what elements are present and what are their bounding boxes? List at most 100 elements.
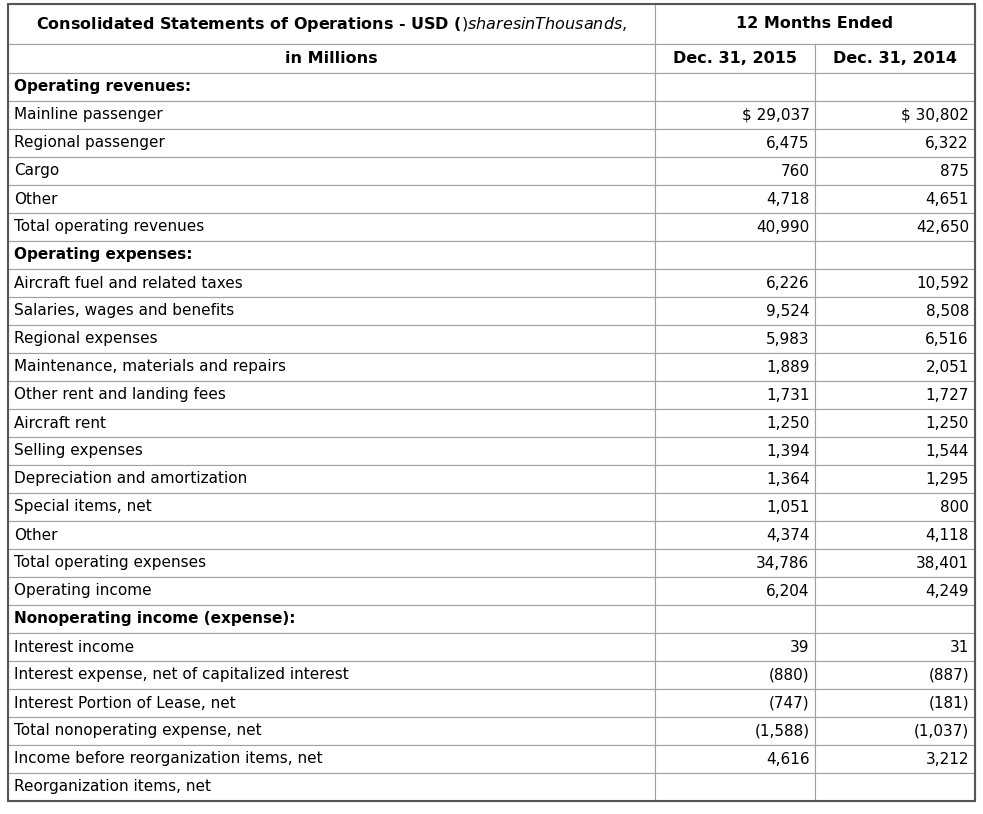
- Text: Other: Other: [14, 191, 57, 207]
- Bar: [8, 157, 655, 185]
- Bar: [8, 4, 655, 44]
- Bar: [816, 185, 975, 213]
- Bar: [8, 325, 655, 353]
- Bar: [816, 773, 975, 801]
- Bar: [816, 661, 975, 689]
- Bar: [816, 437, 975, 465]
- Text: Aircraft fuel and related taxes: Aircraft fuel and related taxes: [14, 275, 243, 291]
- Text: 1,364: 1,364: [766, 471, 809, 487]
- Bar: [655, 297, 816, 325]
- Text: Salaries, wages and benefits: Salaries, wages and benefits: [14, 304, 234, 318]
- Bar: [816, 325, 975, 353]
- Text: $ 29,037: $ 29,037: [741, 107, 809, 122]
- Bar: [8, 465, 655, 493]
- Bar: [8, 269, 655, 297]
- Text: 1,250: 1,250: [926, 415, 969, 431]
- Text: (747): (747): [769, 695, 809, 711]
- Text: 38,401: 38,401: [916, 555, 969, 571]
- Text: Interest income: Interest income: [14, 640, 134, 654]
- Bar: [655, 269, 816, 297]
- Text: Other: Other: [14, 527, 57, 542]
- Text: Operating expenses:: Operating expenses:: [14, 247, 193, 262]
- Text: 4,249: 4,249: [926, 584, 969, 598]
- Text: (887): (887): [928, 667, 969, 682]
- Text: 6,204: 6,204: [766, 584, 809, 598]
- Text: 875: 875: [940, 164, 969, 178]
- Bar: [816, 689, 975, 717]
- Text: 34,786: 34,786: [756, 555, 809, 571]
- Bar: [816, 213, 975, 241]
- Text: 760: 760: [781, 164, 809, 178]
- Bar: [816, 605, 975, 633]
- Text: 1,051: 1,051: [766, 500, 809, 514]
- Text: (181): (181): [928, 695, 969, 711]
- Bar: [8, 493, 655, 521]
- Text: in Millions: in Millions: [285, 51, 377, 66]
- Bar: [816, 241, 975, 269]
- Text: Operating income: Operating income: [14, 584, 151, 598]
- Bar: [655, 521, 816, 549]
- Text: 31: 31: [950, 640, 969, 654]
- Text: 6,475: 6,475: [766, 135, 809, 151]
- Bar: [655, 577, 816, 605]
- Bar: [8, 633, 655, 661]
- Text: 4,118: 4,118: [926, 527, 969, 542]
- Bar: [655, 185, 816, 213]
- Bar: [8, 745, 655, 773]
- Bar: [655, 605, 816, 633]
- Text: 6,516: 6,516: [925, 331, 969, 347]
- Bar: [8, 521, 655, 549]
- Bar: [655, 717, 816, 745]
- Text: 800: 800: [940, 500, 969, 514]
- Bar: [8, 213, 655, 241]
- Text: 39: 39: [790, 640, 809, 654]
- Text: 4,718: 4,718: [766, 191, 809, 207]
- Text: 1,544: 1,544: [926, 444, 969, 458]
- Text: 9,524: 9,524: [766, 304, 809, 318]
- Text: 6,226: 6,226: [766, 275, 809, 291]
- Text: 8,508: 8,508: [926, 304, 969, 318]
- Bar: [655, 745, 816, 773]
- Bar: [816, 493, 975, 521]
- Text: Other rent and landing fees: Other rent and landing fees: [14, 387, 226, 402]
- Bar: [816, 157, 975, 185]
- Bar: [8, 437, 655, 465]
- Text: Special items, net: Special items, net: [14, 500, 151, 514]
- Bar: [655, 633, 816, 661]
- Text: $ 30,802: $ 30,802: [901, 107, 969, 122]
- Text: Interest expense, net of capitalized interest: Interest expense, net of capitalized int…: [14, 667, 349, 682]
- Text: Dec. 31, 2014: Dec. 31, 2014: [834, 51, 957, 66]
- Bar: [8, 241, 655, 269]
- Text: Total operating revenues: Total operating revenues: [14, 220, 204, 234]
- Bar: [8, 353, 655, 381]
- Bar: [655, 241, 816, 269]
- Text: 1,889: 1,889: [766, 360, 809, 374]
- Text: 1,250: 1,250: [766, 415, 809, 431]
- Bar: [655, 409, 816, 437]
- Bar: [8, 689, 655, 717]
- Bar: [816, 129, 975, 157]
- Bar: [655, 549, 816, 577]
- Bar: [8, 773, 655, 801]
- Text: 2,051: 2,051: [926, 360, 969, 374]
- Bar: [816, 549, 975, 577]
- Text: Depreciation and amortization: Depreciation and amortization: [14, 471, 248, 487]
- Text: Maintenance, materials and repairs: Maintenance, materials and repairs: [14, 360, 286, 374]
- Bar: [8, 717, 655, 745]
- Bar: [655, 101, 816, 129]
- Bar: [8, 577, 655, 605]
- Text: 1,727: 1,727: [926, 387, 969, 402]
- Text: 1,731: 1,731: [766, 387, 809, 402]
- Text: Reorganization items, net: Reorganization items, net: [14, 780, 211, 794]
- Text: Total nonoperating expense, net: Total nonoperating expense, net: [14, 724, 261, 738]
- Bar: [655, 465, 816, 493]
- Bar: [8, 549, 655, 577]
- Bar: [655, 73, 816, 101]
- Bar: [8, 185, 655, 213]
- Bar: [8, 297, 655, 325]
- Bar: [655, 44, 816, 73]
- Bar: [816, 633, 975, 661]
- Text: Aircraft rent: Aircraft rent: [14, 415, 106, 431]
- Text: Regional passenger: Regional passenger: [14, 135, 165, 151]
- Text: 42,650: 42,650: [916, 220, 969, 234]
